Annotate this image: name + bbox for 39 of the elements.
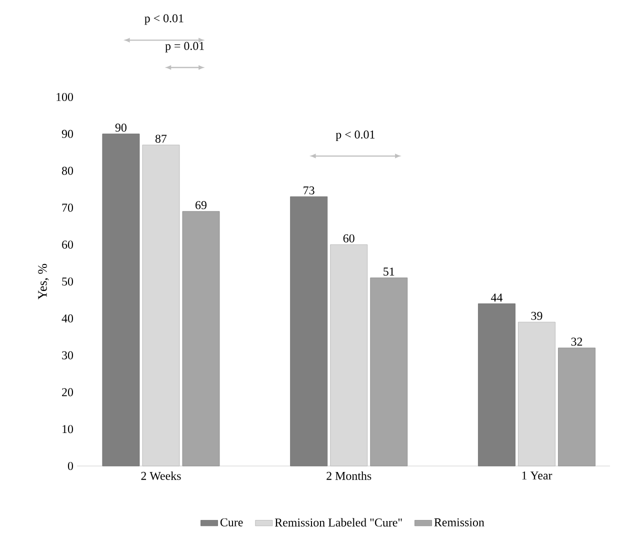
y-tick-label: 80: [62, 166, 74, 175]
x-tick-label: 2 Weeks: [141, 472, 181, 480]
y-tick-label: 30: [62, 351, 74, 360]
y-tick-label: 100: [56, 92, 74, 102]
legend-label: Remission: [434, 518, 484, 526]
x-tick-label: 2 Months: [326, 472, 372, 480]
bar: [518, 322, 556, 466]
bar: [370, 278, 408, 466]
data-label: 32: [571, 338, 582, 346]
x-tick-label: 1 Year: [522, 472, 552, 480]
y-tick-label: 50: [62, 277, 74, 286]
y-tick-label: 90: [62, 130, 74, 138]
data-label: 73: [304, 186, 314, 194]
y-tick-label: 0: [68, 462, 74, 470]
bar: [142, 144, 180, 466]
bar: [478, 303, 516, 466]
bar: [182, 211, 220, 466]
y-tick-label: 40: [62, 314, 74, 322]
bar: [290, 196, 328, 466]
data-label: 87: [155, 134, 167, 143]
data-label: 51: [384, 268, 394, 276]
legend-label: Remission Labeled "Cure": [274, 518, 402, 527]
bar: [102, 134, 140, 466]
data-label: 69: [196, 201, 206, 210]
legend-label: Cure: [220, 518, 243, 526]
data-label: 60: [343, 234, 354, 242]
y-tick-label: 20: [62, 388, 74, 396]
y-tick-label: 60: [62, 240, 74, 249]
data-label: 44: [490, 294, 503, 302]
bar: [330, 244, 368, 466]
y-tick-label: 70: [62, 204, 74, 212]
text: p < 0.01: [144, 14, 184, 25]
text: p = 0.01: [165, 42, 204, 52]
y-axis-title: Yes, %: [38, 264, 49, 300]
y-tick-label: 10: [62, 425, 74, 434]
data-label: 39: [531, 312, 542, 320]
data-label: 90: [115, 124, 126, 132]
annotation: p < 0.01: [336, 130, 375, 141]
bar: [558, 348, 596, 466]
